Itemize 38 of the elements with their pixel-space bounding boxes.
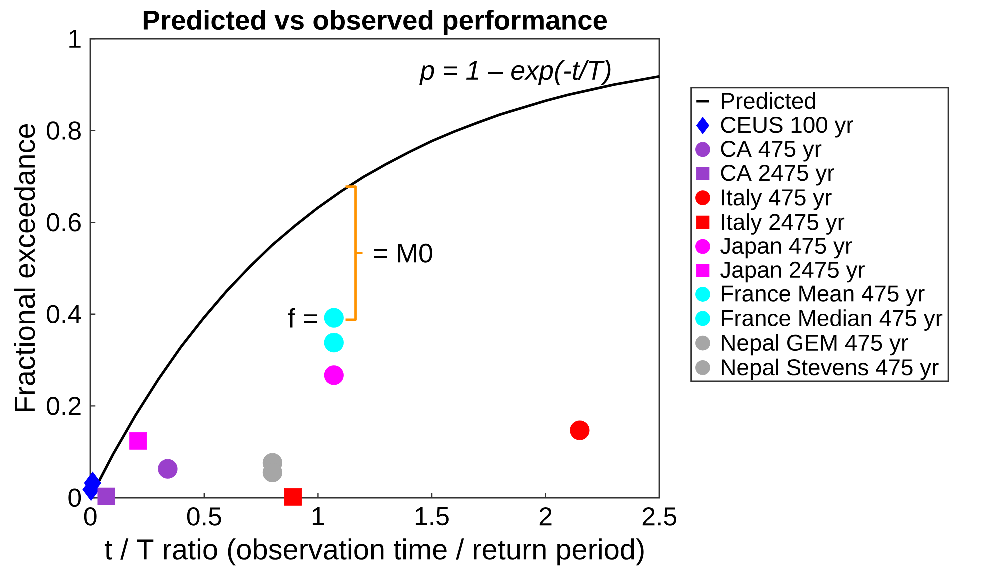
legend-label: France Median 475 yr	[722, 310, 943, 332]
legend-label: Italy 475 yr	[722, 188, 832, 210]
legend-label: CA 475 yr	[721, 140, 822, 162]
point	[130, 432, 148, 450]
legend-label: France Mean 475 yr	[722, 286, 925, 306]
point	[570, 420, 590, 440]
x-axis-title: t / T ratio (observation time / return period)	[104, 538, 644, 566]
y-tick-label: 0.4	[47, 305, 82, 324]
point	[98, 488, 116, 506]
legend-label: Japan 475 yr	[720, 238, 852, 259]
x-tick-label: 0	[84, 508, 97, 526]
point	[324, 308, 344, 328]
annotation: p = 1 – exp(-t/T)	[419, 60, 611, 86]
legend-label: Japan 2475 yr	[720, 262, 865, 283]
y-tick-label: 0.2	[47, 397, 81, 416]
x-tick-label: 0.5	[187, 508, 222, 526]
x-tick-label: 1.5	[416, 508, 449, 526]
legend-label: CEUS 100 yr	[721, 116, 854, 138]
point	[158, 459, 178, 479]
legend-label: Italy 2475 yr	[722, 214, 845, 235]
annotation: f =	[288, 308, 318, 328]
legend-label: CA 2475 yr	[721, 164, 834, 186]
y-tick-label: 0.8	[47, 122, 81, 140]
y-tick-label: 0.6	[47, 213, 81, 232]
y-axis-title: Fractional exceedance	[14, 124, 36, 412]
point	[324, 333, 344, 353]
y-tick-label: 1	[70, 30, 81, 48]
annotation: = M0	[374, 244, 432, 263]
point	[324, 366, 344, 386]
x-tick-label: 1	[312, 508, 324, 526]
legend-label: Predicted	[722, 92, 816, 110]
point	[284, 488, 302, 506]
x-tick-label: 2.5	[642, 508, 677, 526]
y-tick-label: 0	[68, 488, 82, 508]
legend-label: Nepal Stevens 475 yr	[722, 358, 939, 380]
chart-title: Predicted vs observed performance	[144, 10, 608, 36]
legend-label: Nepal GEM 475 yr	[722, 334, 908, 356]
x-tick-label: 2	[540, 508, 552, 526]
